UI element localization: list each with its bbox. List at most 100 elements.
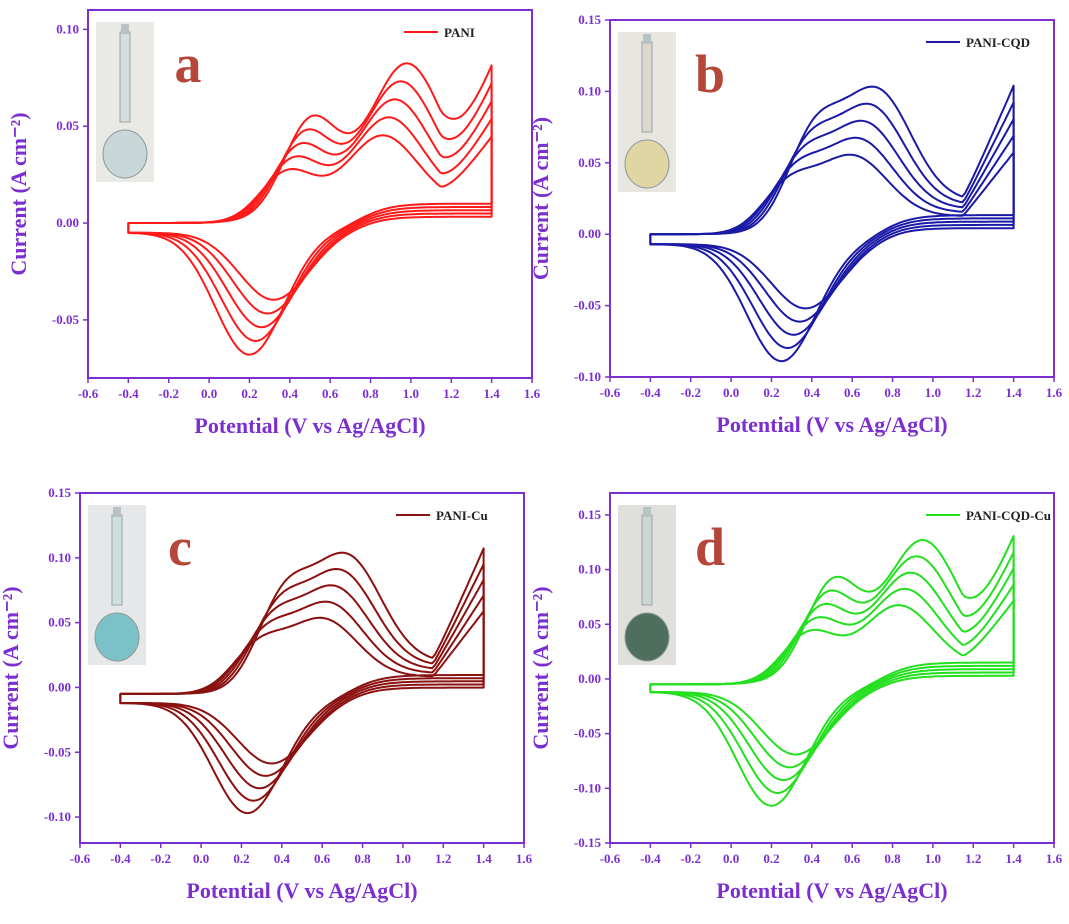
x-tick-label: 1.2 [443, 386, 459, 401]
y-tick-label: 0.15 [578, 12, 601, 27]
y-tick-label: -0.15 [574, 835, 602, 850]
y-axis-title: Current (A cm⁻²) [6, 112, 31, 275]
flask-stopper [643, 507, 651, 517]
x-tick-label: 0.0 [201, 386, 217, 401]
x-axis-title: Potential (V vs Ag/AgCl) [716, 412, 947, 437]
chart-panel-b: b PANI-CQD -0.6 -0.4 -0.2 0.0 0.2 0.4 0.6 0.8 1.0 1… [528, 12, 1063, 437]
x-tick-label: 0.0 [193, 851, 209, 866]
y-axis-title: Current (A cm⁻²) [0, 586, 23, 749]
y-tick-label: 0.10 [578, 83, 601, 98]
x-tick-label: 0.2 [233, 851, 249, 866]
x-tick-label: 0.6 [844, 385, 861, 400]
x-tick-label: 1.6 [1046, 851, 1063, 866]
y-tick-label: 0.00 [56, 215, 79, 230]
x-tick-label: 0.8 [884, 385, 901, 400]
x-tick-label: -0.4 [118, 386, 139, 401]
x-tick-label: 1.4 [1006, 851, 1023, 866]
x-tick-label: -0.6 [70, 851, 91, 866]
cv-cycle-5 [119, 547, 485, 815]
x-tick-label: 0.8 [362, 386, 379, 401]
x-tick-label: 1.6 [1046, 385, 1063, 400]
legend-label: PANI-CQD-Cu [966, 508, 1051, 523]
x-tick-label: -0.4 [640, 385, 661, 400]
x-tick-label: 0.0 [723, 385, 739, 400]
cv-cycle-5 [649, 84, 1015, 363]
flask-photo [96, 22, 154, 182]
cv-cycle-3 [649, 567, 1015, 782]
y-tick-label: 0.10 [48, 550, 71, 565]
flask-stopper [113, 507, 121, 517]
x-tick-label: -0.2 [158, 386, 179, 401]
cv-cycle-2 [119, 594, 485, 777]
y-tick-label: 0.05 [578, 155, 601, 170]
flask-stopper [643, 34, 651, 44]
x-tick-label: 0.2 [763, 851, 779, 866]
flask-bulb [94, 612, 140, 662]
x-tick-label: 0.6 [322, 386, 339, 401]
x-tick-label: 1.0 [395, 851, 411, 866]
cv-cycle-2 [127, 116, 493, 315]
x-tick-label: 1.0 [925, 385, 941, 400]
legend-label: PANI-CQD [966, 35, 1030, 50]
cv-cycle-5 [649, 535, 1015, 807]
y-tick-label: 0.10 [578, 562, 601, 577]
x-tick-label: 1.6 [516, 851, 533, 866]
y-tick-label: 0.10 [56, 21, 79, 36]
flask-photo [618, 32, 676, 192]
cv-cycle-4 [649, 101, 1015, 349]
x-tick-label: 1.6 [524, 386, 541, 401]
panel-letter: a [175, 34, 202, 94]
y-tick-label: 0.05 [578, 616, 601, 631]
x-tick-label: 0.4 [282, 386, 299, 401]
plot-frame [609, 19, 1055, 378]
x-axis-title: Potential (V vs Ag/AgCl) [716, 878, 947, 903]
x-tick-label: 1.4 [1006, 385, 1023, 400]
plot-frame [87, 9, 533, 379]
x-tick-label: 0.4 [274, 851, 291, 866]
cv-cycle-5 [127, 62, 493, 356]
cv-cycle-1 [649, 151, 1015, 310]
plot-frame [79, 492, 525, 844]
x-axis-title: Potential (V vs Ag/AgCl) [194, 413, 425, 438]
cv-cycle-3 [119, 578, 485, 790]
y-tick-label: -0.10 [574, 780, 601, 795]
cv-cycle-2 [649, 134, 1015, 323]
cv-cycle-3 [127, 98, 493, 329]
flask-neck [641, 41, 653, 133]
x-tick-label: 0.4 [804, 385, 821, 400]
cv-cycle-4 [119, 563, 485, 802]
y-tick-label: -0.10 [574, 369, 601, 384]
flask-neck [641, 514, 653, 606]
cv-cycle-2 [649, 583, 1015, 769]
y-axis-title: Current (A cm⁻²) [528, 586, 553, 749]
legend-label: PANI [444, 25, 475, 40]
flask-neck [111, 514, 123, 606]
cv-cycle-1 [127, 134, 493, 301]
y-tick-label: -0.05 [574, 298, 602, 313]
legend-label: PANI-Cu [436, 508, 488, 523]
flask-photo [618, 505, 676, 665]
y-tick-label: 0.00 [578, 226, 601, 241]
y-tick-label: 0.15 [48, 485, 71, 500]
x-tick-label: 1.4 [484, 386, 501, 401]
y-tick-label: -0.05 [574, 726, 602, 741]
y-tick-label: 0.05 [56, 118, 79, 133]
y-axis-title: Current (A cm⁻²) [528, 117, 553, 280]
x-tick-label: -0.6 [600, 851, 621, 866]
x-tick-label: 1.0 [403, 386, 419, 401]
flask-bulb [624, 612, 670, 662]
flask-photo [88, 505, 146, 665]
x-tick-label: 1.4 [476, 851, 493, 866]
x-tick-label: 0.0 [723, 851, 739, 866]
x-tick-label: -0.2 [680, 385, 701, 400]
y-tick-label: 0.15 [578, 507, 601, 522]
cv-cycle-3 [649, 118, 1015, 336]
x-tick-label: 0.4 [804, 851, 821, 866]
flask-neck [119, 31, 131, 123]
x-tick-label: 1.0 [925, 851, 941, 866]
flask-bulb [624, 139, 670, 189]
chart-panel-c: c PANI-Cu -0.6 -0.4 -0.2 0.0 0.2 0.4 0.6 0.8 1.0 1.… [0, 485, 533, 903]
x-tick-label: -0.2 [150, 851, 171, 866]
x-tick-label: 1.2 [965, 385, 981, 400]
x-tick-label: -0.6 [600, 385, 621, 400]
